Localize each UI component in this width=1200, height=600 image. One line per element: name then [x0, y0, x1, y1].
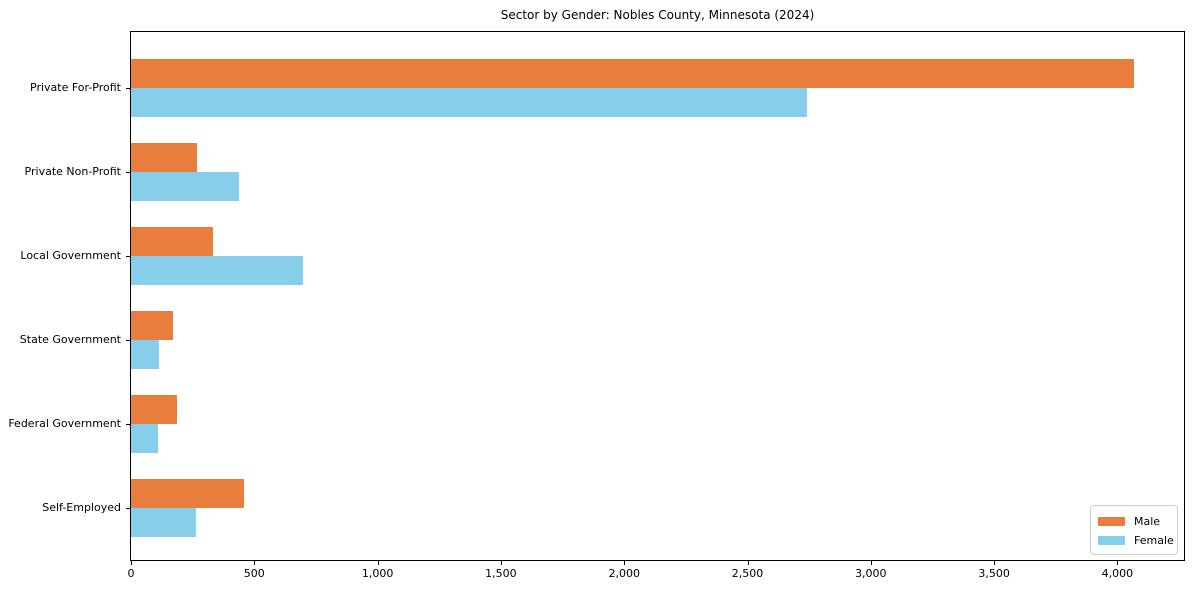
bar-female-self-employed [131, 508, 196, 537]
bar-female-private-non-profit [131, 172, 239, 201]
chart-title: Sector by Gender: Nobles County, Minneso… [500, 8, 815, 22]
x-tick-label-0: 0 [127, 567, 135, 580]
legend-item-male: Male [1098, 512, 1177, 531]
y-tick-mark [126, 340, 130, 341]
x-tick-label-3500: 3,500 [978, 567, 1010, 580]
x-tick-label-3000: 3,000 [855, 567, 887, 580]
legend-swatch-male-icon [1098, 517, 1125, 526]
y-tick-mark [126, 88, 130, 89]
y-tick-label-federal-government: Federal Government [8, 417, 121, 430]
bar-male-private-for-profit [131, 59, 1135, 88]
x-tick-mark [500, 561, 502, 565]
legend: Male Female [1090, 505, 1178, 555]
y-tick-mark [126, 424, 130, 425]
bar-female-private-for-profit [131, 88, 808, 117]
bar-male-local-government [131, 227, 214, 256]
bar-male-self-employed [131, 479, 245, 508]
bar-male-private-non-profit [131, 143, 197, 172]
bar-female-state-government [131, 340, 160, 369]
y-tick-mark [126, 508, 130, 509]
x-tick-mark [377, 561, 379, 565]
y-tick-label-state-government: State Government [19, 333, 121, 346]
y-tick-label-local-government: Local Government [20, 249, 121, 262]
legend-swatch-female-icon [1098, 536, 1125, 545]
y-tick-mark [126, 256, 130, 257]
plot-area-border [130, 31, 1185, 561]
x-tick-mark [131, 561, 132, 565]
bar-female-local-government [131, 256, 304, 285]
bar-male-state-government [131, 311, 174, 340]
x-tick-mark [254, 561, 256, 565]
bar-male-federal-government [131, 395, 177, 424]
y-tick-label-private-for-profit: Private For-Profit [30, 81, 121, 94]
x-tick-label-1000: 1,000 [361, 567, 394, 580]
x-tick-mark [747, 561, 749, 565]
y-tick-label-self-employed: Self-Employed [42, 501, 121, 514]
x-tick-mark [1117, 561, 1119, 565]
x-tick-label-2500: 2,500 [731, 567, 764, 580]
x-tick-mark [870, 561, 872, 565]
x-tick-label-1500: 1,500 [485, 567, 517, 580]
y-tick-label-private-non-profit: Private Non-Profit [24, 165, 121, 178]
legend-label-female: Female [1134, 534, 1174, 547]
x-tick-label-500: 500 [243, 567, 265, 580]
x-tick-label-2000: 2,000 [608, 567, 640, 580]
x-tick-mark [994, 561, 996, 565]
y-tick-mark [126, 172, 130, 173]
bar-female-federal-government [131, 424, 158, 453]
x-tick-mark [624, 561, 626, 565]
x-tick-label-4000: 4,000 [1101, 567, 1134, 580]
legend-item-female: Female [1098, 531, 1177, 550]
legend-label-male: Male [1134, 515, 1161, 528]
